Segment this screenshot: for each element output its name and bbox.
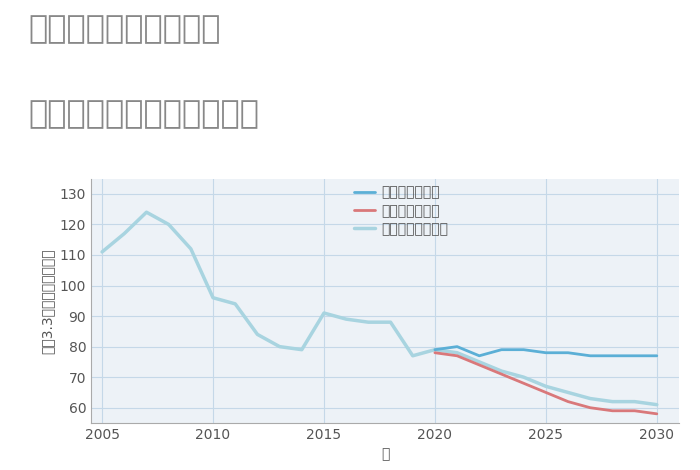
Line: グッドシナリオ: グッドシナリオ [435,347,657,356]
ノーマルシナリオ [497,368,505,374]
バッドシナリオ [586,405,594,411]
ノーマルシナリオ [453,350,461,356]
バッドシナリオ [430,350,439,356]
ノーマルシナリオ [320,310,328,316]
グッドシナリオ [542,350,550,356]
ノーマルシナリオ [608,399,617,404]
ノーマルシナリオ [542,384,550,389]
バッドシナリオ [564,399,573,404]
X-axis label: 年: 年 [381,447,389,462]
グッドシナリオ [586,353,594,359]
ノーマルシナリオ [430,347,439,352]
ノーマルシナリオ [586,396,594,401]
ノーマルシナリオ [164,222,173,227]
Text: 埼玉県飯能市下名栗の: 埼玉県飯能市下名栗の [28,14,221,45]
バッドシナリオ [519,381,528,386]
グッドシナリオ [652,353,661,359]
グッドシナリオ [608,353,617,359]
ノーマルシナリオ [564,390,573,395]
ノーマルシナリオ [652,402,661,407]
グッドシナリオ [453,344,461,350]
グッドシナリオ [497,347,505,352]
ノーマルシナリオ [209,295,217,301]
バッドシナリオ [542,390,550,395]
バッドシナリオ [497,371,505,377]
ノーマルシナリオ [253,331,262,337]
Text: 中古マンションの価格推移: 中古マンションの価格推移 [28,99,259,130]
ノーマルシナリオ [631,399,639,404]
Line: バッドシナリオ: バッドシナリオ [435,352,657,414]
ノーマルシナリオ [275,344,284,350]
ノーマルシナリオ [142,210,150,215]
グッドシナリオ [519,347,528,352]
バッドシナリオ [475,362,484,368]
ノーマルシナリオ [120,231,129,236]
ノーマルシナリオ [386,320,395,325]
グッドシナリオ [475,353,484,359]
バッドシナリオ [453,353,461,359]
グッドシナリオ [631,353,639,359]
バッドシナリオ [652,411,661,416]
ノーマルシナリオ [187,246,195,252]
Line: ノーマルシナリオ: ノーマルシナリオ [102,212,657,405]
ノーマルシナリオ [298,347,306,352]
バッドシナリオ [608,408,617,414]
ノーマルシナリオ [519,374,528,380]
ノーマルシナリオ [342,316,351,322]
バッドシナリオ [631,408,639,414]
ノーマルシナリオ [231,301,239,307]
Legend: グッドシナリオ, バッドシナリオ, ノーマルシナリオ: グッドシナリオ, バッドシナリオ, ノーマルシナリオ [354,186,449,236]
グッドシナリオ [564,350,573,356]
ノーマルシナリオ [98,249,106,255]
Y-axis label: 平（3.3㎡）単価（万円）: 平（3.3㎡）単価（万円） [40,248,54,353]
ノーマルシナリオ [475,359,484,365]
ノーマルシナリオ [409,353,417,359]
グッドシナリオ [430,347,439,352]
ノーマルシナリオ [364,320,372,325]
